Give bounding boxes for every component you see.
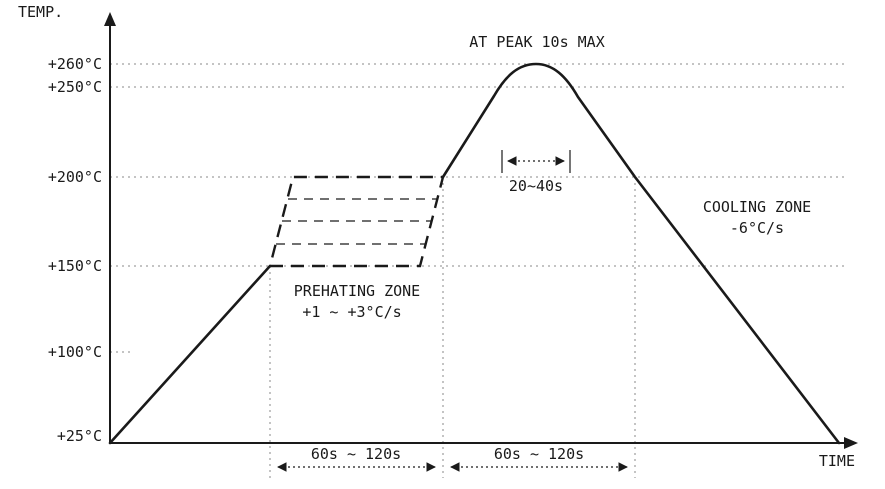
- y-tick-labels: +260°C +250°C +200°C +150°C +100°C +25°C: [48, 55, 102, 445]
- cooling-annotation: COOLING ZONE -6°C/s: [703, 198, 811, 237]
- temperature-profile: [108, 62, 841, 445]
- profile-ramp-up: [108, 264, 272, 445]
- preheat-zone-label: PREHATING ZONE: [294, 282, 420, 300]
- y-axis-title: TEMP.: [18, 3, 63, 21]
- axes: [104, 12, 858, 449]
- peak-annotation: AT PEAK 10s MAX: [469, 33, 604, 51]
- temp-gridlines: [110, 63, 847, 353]
- reflow-duration-label: 60s ~ 120s: [494, 445, 584, 463]
- y-axis-arrow-icon: [104, 12, 116, 26]
- preheat-band-outline: [268, 175, 445, 268]
- time-spans: 60s ~ 120s 60s ~ 120s: [277, 445, 628, 472]
- y-tick-200: +200°C: [48, 168, 102, 186]
- preheat-duration-label: 60s ~ 120s: [311, 445, 401, 463]
- y-tick-25: +25°C: [57, 427, 102, 445]
- peak-width-measure: 20~40s: [501, 150, 571, 195]
- preheat-band: [268, 175, 445, 268]
- preheat-rate-label: +1 ~ +3°C/s: [302, 303, 401, 321]
- time-guidelines: [269, 177, 636, 478]
- y-tick-150: +150°C: [48, 257, 102, 275]
- preheat-annotation: PREHATING ZONE +1 ~ +3°C/s: [294, 282, 420, 321]
- y-tick-100: +100°C: [48, 343, 102, 361]
- x-axis-arrow-icon: [844, 437, 858, 449]
- cooling-zone-label: COOLING ZONE: [703, 198, 811, 216]
- x-axis-title: TIME: [819, 452, 855, 470]
- profile-reflow-and-cooling: [441, 62, 841, 445]
- peak-width-label: 20~40s: [509, 177, 563, 195]
- y-tick-260: +260°C: [48, 55, 102, 73]
- y-tick-250: +250°C: [48, 78, 102, 96]
- cooling-rate-label: -6°C/s: [730, 219, 784, 237]
